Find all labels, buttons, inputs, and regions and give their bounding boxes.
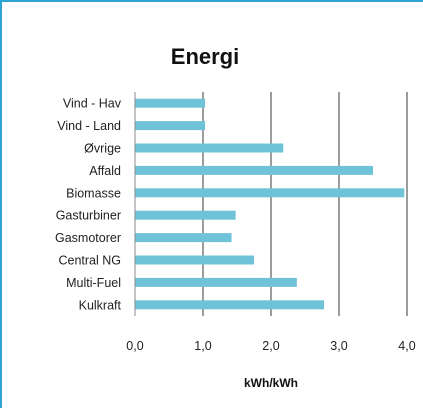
x-tick-labels: 0,0 1,0 2,0 3,0 4,0 — [126, 339, 415, 353]
bar — [135, 255, 254, 265]
bar — [135, 121, 206, 131]
bars — [135, 98, 405, 310]
bar — [135, 98, 206, 108]
category-label: Gasturbiner — [56, 209, 121, 223]
category-label: Øvrige — [84, 142, 121, 156]
category-label: Affald — [89, 164, 121, 178]
bar — [135, 143, 284, 153]
category-label: Vind - Hav — [63, 97, 122, 111]
x-tick-label: 0,0 — [126, 339, 143, 353]
category-label: Biomasse — [66, 186, 121, 200]
x-tick-label: 3,0 — [330, 339, 347, 353]
category-label: Vind - Land — [57, 119, 121, 133]
category-label: Gasmotorer — [55, 231, 121, 245]
bar — [135, 300, 325, 310]
chart-title: Energi — [171, 44, 239, 69]
x-axis-title: kWh/kWh — [244, 376, 298, 390]
bar — [135, 277, 297, 287]
bar — [135, 233, 232, 243]
category-labels: Vind - Hav Vind - Land Øvrige Affald Biomass… — [55, 97, 122, 313]
x-tick-label: 2,0 — [262, 339, 279, 353]
bar — [135, 188, 405, 198]
category-label: Multi-Fuel — [66, 276, 121, 290]
bar — [135, 165, 373, 175]
x-tick-label: 4,0 — [398, 339, 415, 353]
category-label: Kulkraft — [79, 298, 122, 312]
category-label: Central NG — [58, 254, 121, 268]
bar — [135, 210, 236, 220]
x-tick-label: 1,0 — [194, 339, 211, 353]
